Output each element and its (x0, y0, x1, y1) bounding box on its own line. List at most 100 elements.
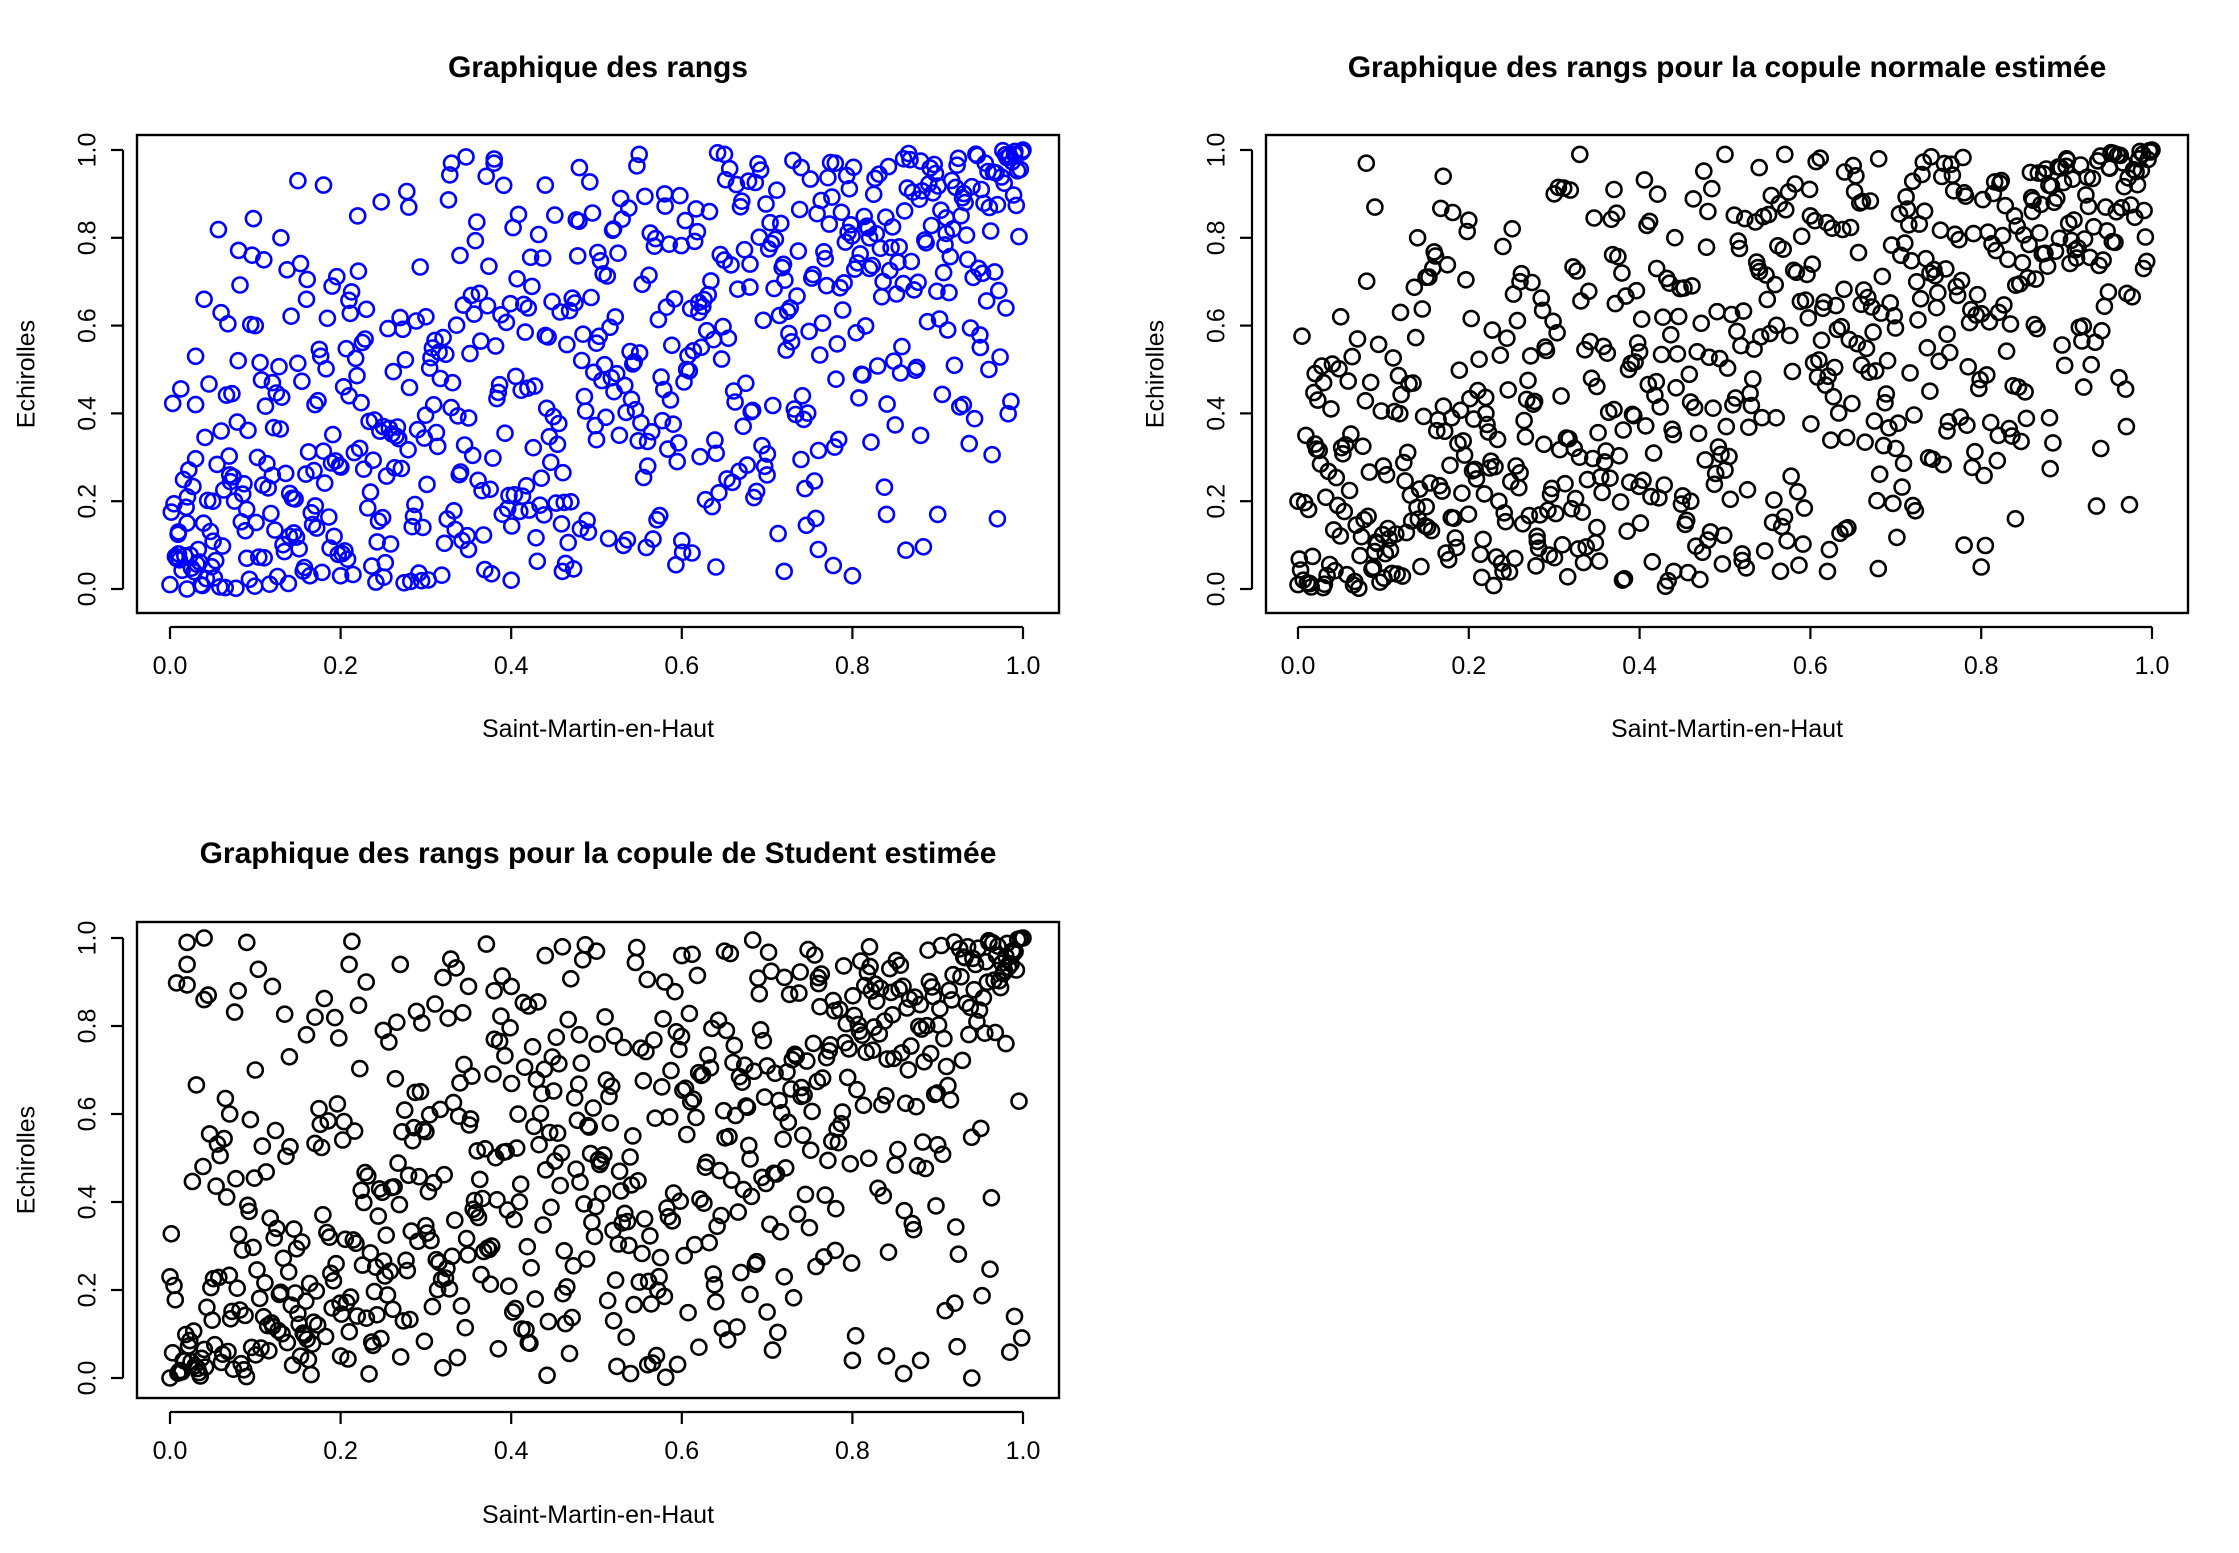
data-point (665, 290, 684, 308)
data-point (195, 1340, 214, 1359)
data-point (1012, 1329, 1031, 1347)
data-point (221, 472, 240, 491)
data-point (2110, 368, 2128, 387)
data-point (894, 150, 913, 168)
data-point (1471, 545, 1490, 564)
data-point (790, 984, 808, 1002)
data-point (493, 505, 512, 524)
data-point (486, 337, 505, 355)
data-point (823, 188, 841, 206)
data-point (916, 1159, 935, 1178)
data-point (1684, 190, 1703, 208)
data-point (180, 461, 198, 479)
data-point (1699, 531, 1717, 549)
data-point (2115, 177, 2133, 196)
data-point (1564, 258, 1582, 276)
data-point (457, 148, 475, 166)
data-point (668, 452, 687, 471)
data-point (195, 290, 213, 309)
y-axis-label: Echirolles (13, 320, 41, 428)
data-point (1896, 234, 1914, 252)
data-point (1636, 417, 1655, 435)
data-point (1494, 237, 1512, 256)
data-point (541, 453, 560, 472)
data-point (163, 1344, 182, 1362)
data-point (354, 460, 373, 479)
data-point (515, 1058, 534, 1076)
data-point (1882, 236, 1901, 254)
data-point (983, 445, 1001, 464)
data-point (600, 1087, 618, 1106)
data-point (1704, 399, 1722, 418)
data-point (845, 1006, 864, 1025)
data-point (923, 978, 941, 996)
data-point (485, 981, 503, 1000)
data-point (981, 1260, 999, 1278)
data-point (1868, 491, 1886, 510)
data-point (256, 397, 275, 416)
data-point (952, 967, 970, 986)
data-point (579, 1116, 597, 1135)
data-point (667, 1023, 686, 1041)
data-point (526, 1290, 545, 1308)
data-point (272, 388, 291, 407)
data-point (1446, 529, 1465, 547)
data-point (428, 437, 447, 456)
data-point (928, 282, 946, 301)
data-point (1681, 393, 1700, 411)
data-point (480, 257, 498, 276)
data-point (567, 1160, 585, 1178)
data-point (192, 1349, 211, 1368)
data-point (2003, 427, 2021, 445)
data-point (178, 488, 197, 506)
data-point (1572, 292, 1590, 310)
data-point (1803, 255, 1822, 274)
data-point (1449, 434, 1467, 453)
data-point (599, 529, 618, 548)
data-point (318, 309, 337, 328)
data-point (984, 163, 1003, 181)
data-point (1722, 305, 1741, 324)
data-point (617, 1328, 636, 1346)
y-tick-label: 0.2 (74, 484, 102, 519)
data-point (1375, 569, 1393, 587)
data-point (393, 1123, 411, 1141)
data-point (1545, 548, 1564, 567)
data-point (1800, 180, 1819, 199)
data-point (467, 1203, 485, 1222)
data-point (725, 1036, 744, 1055)
data-point (1666, 228, 1684, 247)
data-point (358, 499, 377, 517)
data-point (749, 155, 767, 173)
data-point (1841, 218, 1860, 237)
data-point (450, 465, 469, 484)
data-point (1476, 388, 1495, 407)
data-point (914, 537, 933, 556)
data-point (397, 1251, 415, 1270)
data-point (1746, 213, 1765, 231)
data-point (223, 1302, 241, 1321)
data-point (629, 431, 648, 450)
data-point (780, 324, 798, 343)
data-point (161, 575, 179, 594)
x-tick-label: 0.4 (1622, 652, 1657, 680)
data-point (1644, 444, 1663, 462)
data-point (302, 503, 321, 522)
data-point (1680, 365, 1699, 384)
data-point (886, 416, 905, 434)
data-point (1855, 281, 1873, 299)
data-point (178, 933, 196, 952)
data-point (398, 1261, 417, 1280)
data-point (875, 478, 894, 497)
data-point (1504, 285, 1523, 303)
data-point (1683, 277, 1701, 295)
data-point (510, 502, 529, 521)
data-point (1987, 241, 2005, 260)
data-point (2006, 509, 2025, 528)
data-point (583, 1213, 601, 1232)
data-point (1993, 226, 2012, 245)
data-point (1767, 316, 1786, 335)
data-point (2012, 432, 2030, 451)
data-point (863, 1041, 882, 1059)
x-tick-label: 0.8 (835, 652, 870, 680)
